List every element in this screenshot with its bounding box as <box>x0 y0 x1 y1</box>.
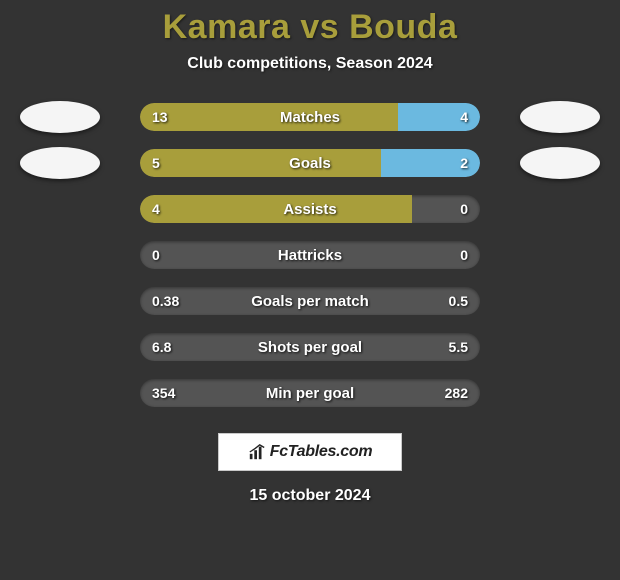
stat-bar: 52Goals <box>140 149 480 177</box>
stat-bar: 0 0Hattricks <box>140 241 480 269</box>
logo-text: FcTables.com <box>270 443 373 461</box>
bar-fill-right <box>398 103 480 131</box>
player-avatar-right <box>520 147 600 179</box>
page-subtitle: Club competitions, Season 2024 <box>0 55 620 73</box>
stat-bar: 354 282Min per goal <box>140 379 480 407</box>
player-avatar-left <box>20 147 100 179</box>
bar-fill-left <box>140 195 412 223</box>
stat-value-right: 282 <box>445 379 468 407</box>
stat-bar: 134Matches <box>140 103 480 131</box>
stat-row: 134Matches <box>0 103 620 131</box>
date-text: 15 october 2024 <box>0 487 620 505</box>
stat-row: 40Assists <box>0 195 620 223</box>
stat-bar: 40Assists <box>140 195 480 223</box>
stat-bar: 0.38 0.5Goals per match <box>140 287 480 315</box>
bar-fill-left <box>140 103 398 131</box>
stat-value-right: 0 <box>460 195 468 223</box>
stat-value-right: 0.5 <box>449 287 468 315</box>
stat-value-right: 5.5 <box>449 333 468 361</box>
stat-value-right: 0 <box>460 241 468 269</box>
logo-badge: FcTables.com <box>218 433 402 471</box>
stat-row: 6.8 5.5Shots per goal <box>0 333 620 361</box>
stat-rows: 134Matches52Goals40Assists00Hattricks0.3… <box>0 103 620 407</box>
player-avatar-right <box>520 101 600 133</box>
stat-value-left: 354 <box>152 379 175 407</box>
stat-label: Goals per match <box>140 287 480 315</box>
page-title: Kamara vs Bouda <box>0 8 620 47</box>
stat-label: Hattricks <box>140 241 480 269</box>
stat-value-left: 6.8 <box>152 333 171 361</box>
bar-fill-left <box>140 149 381 177</box>
stat-value-left: 0.38 <box>152 287 179 315</box>
stat-row: 52Goals <box>0 149 620 177</box>
chart-icon <box>248 443 266 461</box>
stat-value-left: 0 <box>152 241 160 269</box>
stat-bar: 6.8 5.5Shots per goal <box>140 333 480 361</box>
stat-row: 0 0Hattricks <box>0 241 620 269</box>
comparison-container: Kamara vs Bouda Club competitions, Seaso… <box>0 0 620 580</box>
stat-row: 354 282Min per goal <box>0 379 620 407</box>
stat-row: 0.38 0.5Goals per match <box>0 287 620 315</box>
stat-label: Min per goal <box>140 379 480 407</box>
player-avatar-left <box>20 101 100 133</box>
bar-fill-right <box>381 149 480 177</box>
stat-label: Shots per goal <box>140 333 480 361</box>
